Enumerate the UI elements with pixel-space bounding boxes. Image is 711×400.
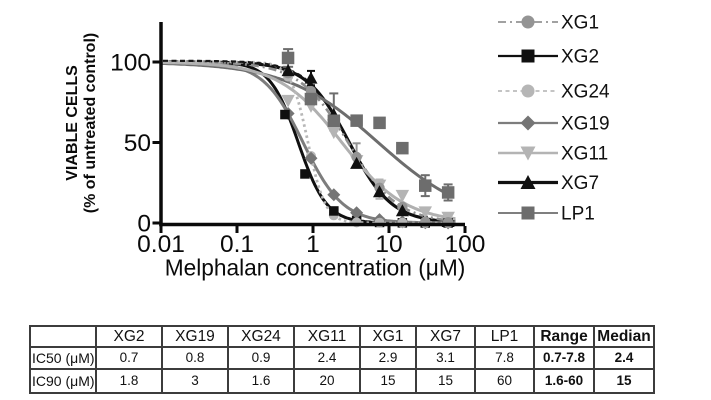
svg-text:50: 50 xyxy=(124,130,151,157)
svg-text:1: 1 xyxy=(306,231,320,258)
svg-text:0.1: 0.1 xyxy=(220,231,254,258)
svg-text:VIABLE CELLS: VIABLE CELLS xyxy=(64,65,81,181)
svg-text:(% of untreated control): (% of untreated control) xyxy=(82,33,99,213)
svg-text:0.01: 0.01 xyxy=(137,231,185,258)
svg-text:LP1: LP1 xyxy=(561,204,595,225)
svg-text:Melphalan concentration (μM): Melphalan concentration (μM) xyxy=(165,255,466,281)
svg-text:XG11: XG11 xyxy=(561,144,608,165)
svg-text:10: 10 xyxy=(375,231,402,258)
svg-text:XG7: XG7 xyxy=(561,173,599,194)
svg-text:XG2: XG2 xyxy=(561,47,599,68)
svg-text:100: 100 xyxy=(110,50,151,77)
svg-text:XG24: XG24 xyxy=(561,82,610,103)
svg-text:0: 0 xyxy=(137,211,151,238)
svg-text:XG1: XG1 xyxy=(561,13,599,34)
svg-text:XG19: XG19 xyxy=(561,114,610,135)
svg-text:100: 100 xyxy=(445,231,486,258)
